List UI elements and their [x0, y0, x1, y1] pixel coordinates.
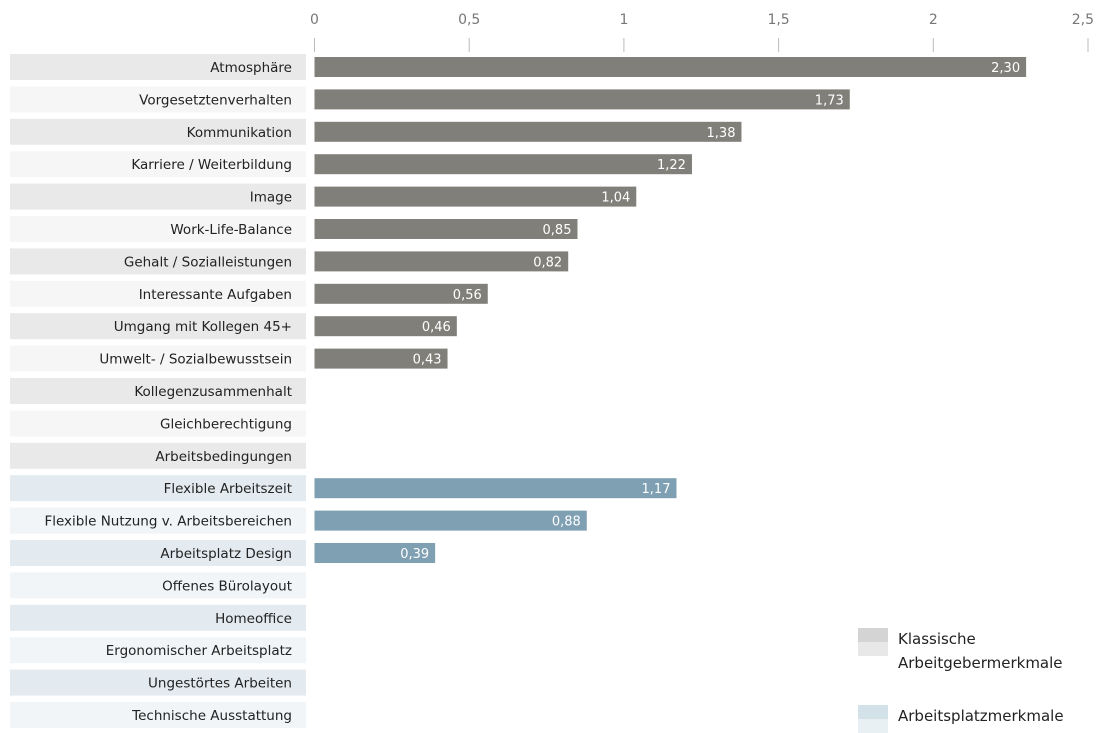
- category-row-background: [10, 669, 306, 696]
- category-row-background: [10, 572, 306, 599]
- category-row-background: [10, 280, 306, 307]
- bar: [314, 121, 742, 142]
- legend-label: Arbeitsplatzmerkmale: [898, 707, 1064, 725]
- category-row-background: [10, 216, 306, 242]
- category-label: Arbeitsbedingungen: [155, 449, 292, 465]
- category-label: Atmosphäre: [210, 60, 292, 76]
- category-label: Homeoffice: [215, 611, 292, 627]
- bar-value-label: 0,43: [413, 353, 442, 368]
- bar: [314, 57, 1027, 77]
- legend-swatch-bottom: [858, 642, 888, 656]
- x-tick-label: 2,5: [1072, 12, 1094, 28]
- bar-value-label: 1,17: [642, 482, 671, 497]
- bar: [314, 543, 436, 563]
- bar-value-label: 0,46: [422, 320, 451, 335]
- bar: [314, 186, 637, 207]
- bar-series: 2,30 1,73 1,38 1,22 1,04 0,85 0,82 0,56 0,46 0,43…: [314, 57, 1027, 563]
- x-tick-label: 1,5: [767, 12, 789, 28]
- x-tick-label: 0,5: [458, 12, 480, 28]
- category-label: Gehalt / Sozialleistungen: [124, 254, 292, 270]
- bar: [314, 154, 692, 175]
- category-label: Work-Life-Balance: [170, 222, 292, 238]
- category-label: Umwelt- / Sozialbewusstsein: [99, 352, 292, 368]
- bar: [314, 478, 677, 499]
- bar: [314, 251, 569, 272]
- x-tick-label: 0: [310, 12, 319, 28]
- category-label: Flexible Nutzung v. Arbeitsbereichen: [44, 514, 292, 530]
- bar-value-label: 1,38: [707, 126, 736, 141]
- bar-value-label: 1,73: [815, 93, 844, 108]
- category-row-background: [10, 118, 306, 145]
- category-row-background: [10, 151, 306, 178]
- category-label: Kommunikation: [187, 125, 292, 141]
- x-axis: 0 0,5 1 1,5 2 2,5: [310, 12, 1094, 52]
- category-label: Kollegenzusammenhalt: [134, 384, 292, 400]
- category-label: Image: [250, 190, 292, 206]
- x-tick-label: 1: [619, 12, 628, 28]
- bar-value-label: 0,82: [533, 255, 562, 270]
- bar-value-label: 0,39: [400, 547, 429, 562]
- category-label: Karriere / Weiterbildung: [131, 157, 292, 173]
- legend-label: Arbeitgebermerkmale: [898, 654, 1063, 672]
- category-label: Arbeitsplatz Design: [160, 546, 292, 562]
- category-label: Technische Ausstattung: [131, 708, 292, 724]
- bar: [314, 89, 850, 110]
- category-label: Offenes Bürolayout: [162, 578, 292, 594]
- category-row-background: [10, 313, 306, 340]
- category-row-background: [10, 248, 306, 275]
- category-row-background: [10, 604, 306, 631]
- category-row-background: [10, 540, 306, 566]
- category-row-background: [10, 637, 306, 664]
- x-tick-label: 2: [929, 12, 938, 28]
- bar-value-label: 0,88: [552, 515, 581, 530]
- category-row-background: [10, 475, 306, 502]
- legend-swatch-bottom: [858, 719, 888, 733]
- category-label: Interessante Aufgaben: [139, 287, 292, 303]
- bar: [314, 510, 587, 531]
- legend-label: Klassische: [898, 630, 976, 648]
- category-row-background: [10, 507, 306, 534]
- legend-swatch-top: [858, 628, 888, 642]
- bar: [314, 219, 578, 239]
- category-row-background: [10, 442, 306, 469]
- legend: Klassische Arbeitgebermerkmale Arbeitsplat…: [858, 628, 1064, 733]
- bar-value-label: 2,30: [991, 61, 1020, 76]
- category-row-background: [10, 702, 306, 728]
- category-row-background: [10, 410, 306, 437]
- category-row-background: [10, 378, 306, 404]
- category-rows: Atmosphäre Vorgesetztenverhalten Kommunika…: [10, 54, 306, 728]
- category-row-background: [10, 54, 306, 80]
- category-label: Gleichberechtigung: [160, 416, 292, 432]
- legend-swatch-top: [858, 705, 888, 719]
- bar-value-label: 1,04: [601, 191, 630, 206]
- category-label: Ungestörtes Arbeiten: [148, 676, 292, 692]
- category-label: Vorgesetztenverhalten: [139, 92, 292, 108]
- category-label: Ergonomischer Arbeitsplatz: [106, 643, 292, 659]
- bar: [314, 316, 457, 337]
- bar-value-label: 1,22: [657, 158, 686, 173]
- category-row-background: [10, 86, 306, 113]
- bar-value-label: 0,56: [453, 288, 482, 303]
- bar: [314, 348, 448, 369]
- bar-value-label: 0,85: [543, 223, 572, 238]
- category-row-background: [10, 183, 306, 210]
- category-row-background: [10, 345, 306, 372]
- category-label: Flexible Arbeitszeit: [164, 481, 292, 497]
- category-label: Umgang mit Kollegen 45+: [114, 319, 292, 335]
- bar: [314, 283, 488, 304]
